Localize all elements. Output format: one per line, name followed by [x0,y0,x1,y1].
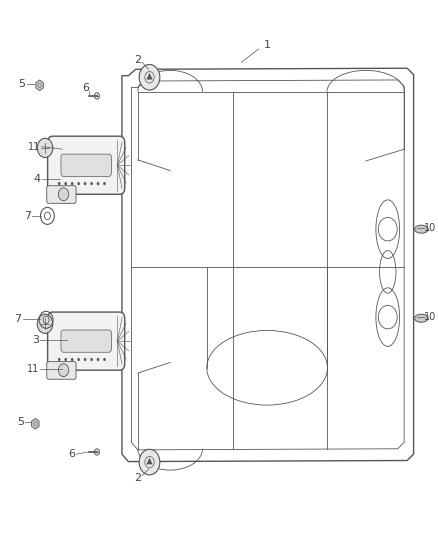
FancyBboxPatch shape [48,136,125,195]
Circle shape [37,138,53,158]
Ellipse shape [414,225,428,233]
Polygon shape [32,418,39,429]
Text: 2: 2 [134,55,141,64]
Circle shape [58,182,60,185]
Text: 6: 6 [68,449,75,459]
Circle shape [71,358,74,361]
Circle shape [78,182,80,185]
Text: 6: 6 [83,83,90,93]
Circle shape [94,449,99,455]
Circle shape [97,182,99,185]
Circle shape [64,182,67,185]
Circle shape [139,64,160,90]
Polygon shape [146,73,152,79]
FancyBboxPatch shape [47,361,76,379]
Circle shape [84,182,86,185]
Circle shape [94,93,99,99]
Circle shape [103,182,106,185]
Text: 7: 7 [24,211,31,221]
Text: 5: 5 [17,417,24,427]
Circle shape [71,182,74,185]
Circle shape [84,358,86,361]
Circle shape [103,358,106,361]
Ellipse shape [414,314,428,322]
PathPatch shape [122,68,413,462]
Text: 1: 1 [264,41,271,50]
Text: 11: 11 [28,142,40,151]
Circle shape [58,358,60,361]
FancyBboxPatch shape [48,312,125,370]
Circle shape [64,358,67,361]
FancyBboxPatch shape [47,186,76,204]
Text: 5: 5 [18,79,25,88]
Text: 7: 7 [14,314,21,324]
Circle shape [97,358,99,361]
FancyBboxPatch shape [61,330,111,352]
Text: 10: 10 [424,312,437,322]
Circle shape [90,358,93,361]
Circle shape [58,364,69,376]
Circle shape [58,188,69,201]
FancyBboxPatch shape [61,154,111,176]
Text: 4: 4 [33,174,40,183]
Polygon shape [36,80,43,91]
Text: 11: 11 [27,364,39,374]
Circle shape [90,182,93,185]
Circle shape [139,449,160,475]
Circle shape [78,358,80,361]
Text: 3: 3 [32,335,39,344]
Text: 2: 2 [134,473,141,483]
Circle shape [37,314,53,334]
Text: 10: 10 [424,223,437,233]
Polygon shape [146,458,152,464]
